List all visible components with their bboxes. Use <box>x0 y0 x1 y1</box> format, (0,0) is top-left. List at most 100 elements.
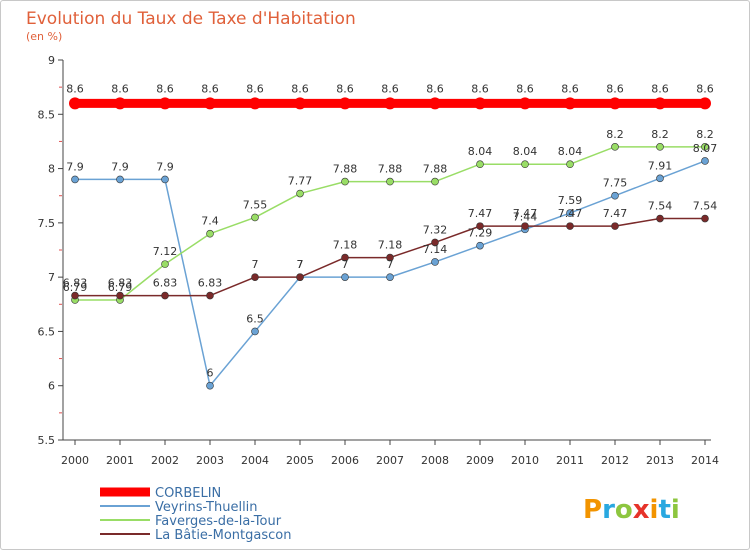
data-point <box>612 143 619 150</box>
data-label: 8.6 <box>156 82 174 95</box>
data-label: 7.59 <box>558 194 583 207</box>
data-label: 7.88 <box>333 163 358 176</box>
data-label: 7.77 <box>288 175 313 188</box>
data-point <box>474 97 486 109</box>
legend-label: Faverges-de-la-Tour <box>155 514 282 529</box>
data-point <box>297 274 304 281</box>
data-label: 7.55 <box>243 198 268 211</box>
data-label: 8.04 <box>558 145 583 158</box>
y-tick-label: 9 <box>48 54 55 67</box>
data-point <box>657 215 664 222</box>
data-point <box>384 97 396 109</box>
data-label: 7.9 <box>156 160 174 173</box>
data-label: 8.2 <box>696 128 714 141</box>
data-point <box>477 242 484 249</box>
data-point <box>387 274 394 281</box>
x-tick-label: 2014 <box>691 454 719 467</box>
data-label: 8.6 <box>426 82 444 95</box>
axes: 5.5 6 6.5 7 7.5 8 8.5 9 2000 2001 2002 2003 2004 2005… <box>38 54 720 467</box>
data-label: 7.88 <box>423 163 448 176</box>
x-tick-label: 2001 <box>106 454 134 467</box>
data-point <box>204 97 216 109</box>
brand-letter: i <box>671 495 680 525</box>
data-label: 7.32 <box>423 223 448 236</box>
data-point <box>114 97 126 109</box>
y-tick-label: 7.5 <box>38 217 56 230</box>
data-label: 8.2 <box>606 128 624 141</box>
data-point <box>522 223 529 230</box>
data-point <box>609 97 621 109</box>
brand-letter: P <box>583 495 602 525</box>
x-tick-label: 2003 <box>196 454 224 467</box>
data-label: 8.6 <box>471 82 489 95</box>
y-tick-label: 5.5 <box>38 434 56 447</box>
data-point <box>429 97 441 109</box>
data-point <box>432 178 439 185</box>
y-tick-label: 7 <box>48 271 55 284</box>
data-point <box>207 382 214 389</box>
data-point <box>567 223 574 230</box>
data-point <box>252 214 259 221</box>
data-point <box>654 97 666 109</box>
x-tick-label: 2000 <box>61 454 89 467</box>
x-tick-label: 2007 <box>376 454 404 467</box>
data-label: 6.83 <box>198 277 223 290</box>
x-tick-label: 2006 <box>331 454 359 467</box>
data-label: 8.6 <box>516 82 534 95</box>
data-point <box>162 176 169 183</box>
data-label: 7 <box>297 258 304 271</box>
data-point <box>519 97 531 109</box>
legend-label: La Bâtie-Montgascon <box>155 528 291 543</box>
data-point <box>117 176 124 183</box>
chart-title: Evolution du Taux de Taxe d'Habitation <box>26 9 356 29</box>
data-label: 8.6 <box>111 82 129 95</box>
proxiti-logo: Proxiti <box>583 495 680 525</box>
data-label: 8.6 <box>201 82 219 95</box>
data-label: 8.04 <box>468 145 493 158</box>
data-point <box>207 292 214 299</box>
data-label: 8.04 <box>513 145 538 158</box>
x-tick-label: 2010 <box>511 454 539 467</box>
chart: Evolution du Taux de Taxe d'Habitation (… <box>0 0 750 550</box>
data-point <box>342 178 349 185</box>
data-point <box>342 274 349 281</box>
data-point <box>159 97 171 109</box>
data-label: 7.18 <box>378 239 403 252</box>
data-point <box>657 175 664 182</box>
data-label: 6.83 <box>108 277 133 290</box>
data-label: 7.14 <box>423 243 448 256</box>
data-label: 7 <box>342 258 349 271</box>
data-point <box>567 161 574 168</box>
brand-letter: x <box>633 495 650 525</box>
data-point <box>387 178 394 185</box>
brand-letter: t <box>658 495 670 525</box>
brand-letter: i <box>650 495 659 525</box>
data-label: 7.9 <box>111 160 129 173</box>
data-label: 6.83 <box>153 277 178 290</box>
x-tick-label: 2008 <box>421 454 449 467</box>
data-label: 7.47 <box>558 207 583 220</box>
data-point <box>72 176 79 183</box>
brand-letter: r <box>602 495 615 525</box>
y-tick-label: 8 <box>48 163 55 176</box>
data-label: 8.6 <box>561 82 579 95</box>
data-point <box>162 261 169 268</box>
x-tick-label: 2012 <box>601 454 629 467</box>
data-label: 8.6 <box>336 82 354 95</box>
data-label: 8.6 <box>651 82 669 95</box>
chart-subtitle: (en %) <box>26 30 62 43</box>
x-tick-label: 2013 <box>646 454 674 467</box>
x-tick-label: 2005 <box>286 454 314 467</box>
data-point <box>612 223 619 230</box>
data-label: 8.6 <box>381 82 399 95</box>
data-point <box>252 274 259 281</box>
data-label: 7 <box>252 258 259 271</box>
data-label: 7.91 <box>648 159 673 172</box>
brand-letter: o <box>615 495 633 525</box>
data-point <box>252 328 259 335</box>
y-tick-label: 6 <box>48 380 55 393</box>
data-label: 7.54 <box>693 200 718 213</box>
data-point <box>564 97 576 109</box>
data-label: 6.5 <box>246 312 264 325</box>
data-label: 7.29 <box>468 227 493 240</box>
